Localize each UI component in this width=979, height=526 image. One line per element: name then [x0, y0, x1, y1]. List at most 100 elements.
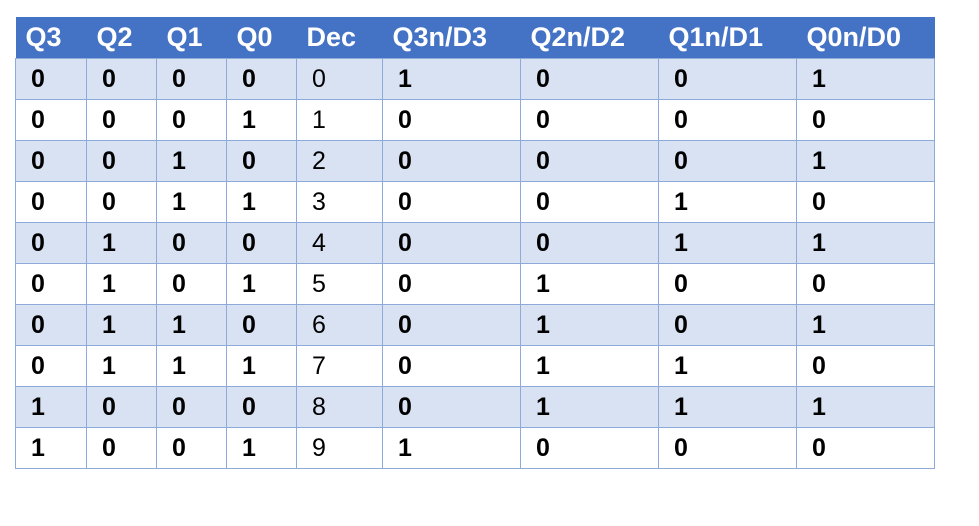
cell-q1: 0: [156, 427, 227, 469]
cell-q0: 0: [226, 222, 297, 264]
cell-dec: 3: [296, 181, 383, 223]
cell-q1: 0: [156, 263, 227, 305]
header-q1n-d1: Q1n/D1: [658, 17, 797, 59]
cell-q0: 0: [226, 386, 297, 428]
cell-q3: 0: [15, 345, 87, 387]
table-row: 1 0 0 1 9 1 0 0 0: [15, 427, 935, 469]
cell-d0: 1: [796, 58, 935, 100]
state-transition-table: Q3 Q2 Q1 Q0 Dec Q3n/D3 Q2n/D2 Q1n/D1 Q0n…: [15, 17, 935, 469]
cell-d1: 0: [658, 140, 797, 182]
header-q0: Q0: [226, 17, 297, 59]
cell-q3: 0: [15, 58, 87, 100]
cell-dec: 4: [296, 222, 383, 264]
cell-d2: 0: [520, 181, 659, 223]
cell-d0: 0: [796, 181, 935, 223]
cell-d3: 0: [382, 386, 521, 428]
cell-d3: 1: [382, 58, 521, 100]
cell-q1: 0: [156, 99, 227, 141]
cell-q2: 0: [86, 181, 157, 223]
cell-q2: 0: [86, 58, 157, 100]
cell-q1: 1: [156, 304, 227, 346]
cell-q1: 1: [156, 140, 227, 182]
cell-d2: 0: [520, 58, 659, 100]
cell-d1: 1: [658, 181, 797, 223]
cell-q0: 1: [226, 427, 297, 469]
cell-q1: 1: [156, 345, 227, 387]
cell-q1: 0: [156, 222, 227, 264]
truth-table-container: Q3 Q2 Q1 Q0 Dec Q3n/D3 Q2n/D2 Q1n/D1 Q0n…: [15, 17, 935, 469]
cell-d0: 0: [796, 263, 935, 305]
cell-d1: 1: [658, 222, 797, 264]
table-row: 0 0 1 1 3 0 0 1 0: [15, 181, 935, 223]
cell-q0: 0: [226, 140, 297, 182]
header-q3: Q3: [15, 17, 87, 59]
cell-q3: 0: [15, 140, 87, 182]
cell-q0: 1: [226, 345, 297, 387]
cell-d3: 0: [382, 263, 521, 305]
cell-q2: 0: [86, 386, 157, 428]
cell-dec: 1: [296, 99, 383, 141]
cell-q0: 0: [226, 304, 297, 346]
cell-dec: 6: [296, 304, 383, 346]
cell-d3: 0: [382, 140, 521, 182]
table-row: 0 1 1 1 7 0 1 1 0: [15, 345, 935, 387]
cell-d2: 1: [520, 345, 659, 387]
cell-q3: 0: [15, 222, 87, 264]
cell-d2: 0: [520, 222, 659, 264]
cell-dec: 5: [296, 263, 383, 305]
table-row: 0 1 0 1 5 0 1 0 0: [15, 263, 935, 305]
cell-dec: 8: [296, 386, 383, 428]
table-row: 1 0 0 0 8 0 1 1 1: [15, 386, 935, 428]
cell-q2: 1: [86, 263, 157, 305]
cell-d2: 0: [520, 99, 659, 141]
cell-d0: 1: [796, 222, 935, 264]
cell-q1: 0: [156, 58, 227, 100]
cell-q3: 1: [15, 427, 87, 469]
cell-q2: 0: [86, 427, 157, 469]
cell-d1: 0: [658, 263, 797, 305]
cell-d1: 1: [658, 345, 797, 387]
table-row: 0 1 1 0 6 0 1 0 1: [15, 304, 935, 346]
cell-q1: 1: [156, 181, 227, 223]
cell-d1: 0: [658, 58, 797, 100]
cell-q2: 0: [86, 99, 157, 141]
table-row: 0 0 1 0 2 0 0 0 1: [15, 140, 935, 182]
cell-d3: 0: [382, 304, 521, 346]
cell-d1: 1: [658, 386, 797, 428]
cell-d2: 1: [520, 304, 659, 346]
cell-q3: 0: [15, 263, 87, 305]
header-q0n-d0: Q0n/D0: [796, 17, 935, 59]
cell-d0: 1: [796, 140, 935, 182]
cell-q3: 0: [15, 99, 87, 141]
header-row: Q3 Q2 Q1 Q0 Dec Q3n/D3 Q2n/D2 Q1n/D1 Q0n…: [15, 17, 935, 59]
header-q3n-d3: Q3n/D3: [382, 17, 521, 59]
cell-d0: 0: [796, 345, 935, 387]
cell-dec: 9: [296, 427, 383, 469]
cell-q2: 1: [86, 222, 157, 264]
cell-q3: 1: [15, 386, 87, 428]
header-q2: Q2: [86, 17, 157, 59]
cell-d3: 0: [382, 222, 521, 264]
header-q1: Q1: [156, 17, 227, 59]
cell-q0: 1: [226, 99, 297, 141]
cell-d3: 1: [382, 427, 521, 469]
cell-d1: 0: [658, 427, 797, 469]
cell-q0: 0: [226, 58, 297, 100]
cell-q3: 0: [15, 304, 87, 346]
cell-d2: 0: [520, 427, 659, 469]
header-dec: Dec: [296, 17, 383, 59]
cell-q3: 0: [15, 181, 87, 223]
cell-dec: 7: [296, 345, 383, 387]
cell-d0: 0: [796, 99, 935, 141]
cell-d2: 1: [520, 386, 659, 428]
cell-q2: 0: [86, 140, 157, 182]
table-row: 0 0 0 0 0 1 0 0 1: [15, 58, 935, 100]
cell-d0: 0: [796, 427, 935, 469]
header-q2n-d2: Q2n/D2: [520, 17, 659, 59]
cell-dec: 2: [296, 140, 383, 182]
table-row: 0 1 0 0 4 0 0 1 1: [15, 222, 935, 264]
cell-d2: 0: [520, 140, 659, 182]
cell-d2: 1: [520, 263, 659, 305]
cell-d3: 0: [382, 181, 521, 223]
cell-d3: 0: [382, 345, 521, 387]
